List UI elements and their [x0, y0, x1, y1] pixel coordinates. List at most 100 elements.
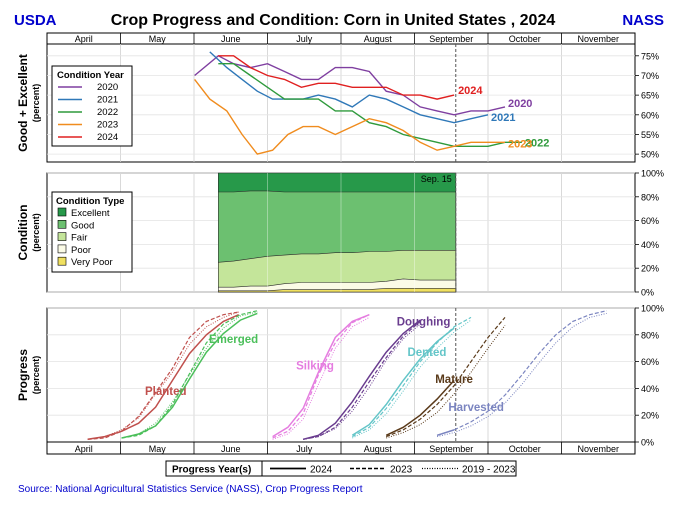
harvested-avg-line: [436, 312, 607, 438]
month-label-september: September: [429, 444, 473, 454]
planted-2024-line: [87, 314, 240, 441]
month-label-april: April: [75, 34, 93, 44]
legend-label-2021: 2021: [97, 95, 118, 106]
progress-panel: 0% 20% 40% 60% 80% 100% Progress (percent) Plant…: [16, 304, 664, 448]
y-tick-label: 60%: [641, 110, 659, 120]
legend-box: [51, 65, 133, 147]
y-axis-subtitle: (percent): [31, 84, 41, 123]
month-header-top: April May June July August September October No…: [46, 32, 636, 45]
harvested-2023-line: [436, 310, 607, 436]
y-tick-label: 20%: [641, 411, 659, 421]
legend-label-poor: Poor: [71, 245, 91, 256]
month-label-november: November: [577, 444, 619, 454]
legend-label-2020: 2020: [97, 82, 118, 93]
legend-swatch-fair: [57, 232, 67, 241]
month-label-july: July: [296, 444, 313, 454]
legend-label-good: Good: [71, 220, 94, 231]
y-tick-label: 80%: [641, 192, 659, 202]
y-tick-label: 50%: [641, 150, 659, 160]
dented-2024-line: [351, 327, 455, 436]
planted-stage-label: Planted: [145, 386, 187, 398]
y-axis-title: Good + Excellent: [16, 54, 30, 152]
silking-stage-label: Silking: [296, 361, 334, 373]
silking-2023-line: [272, 314, 370, 439]
month-label-may: May: [149, 444, 167, 454]
legend-box: [165, 460, 517, 477]
y-tick-label: 0%: [641, 438, 654, 448]
series-line-2022: [218, 63, 522, 148]
month-label-june: June: [221, 34, 241, 44]
legend-label-2024: 2024: [97, 132, 118, 143]
month-label-june: June: [221, 444, 241, 454]
y-tick-label: 60%: [641, 216, 659, 226]
series-end-label-2022: 2022: [525, 137, 549, 149]
mature-2023-line: [385, 317, 506, 438]
harvested-stage-label: Harvested: [448, 402, 504, 414]
legend-label-fair: Fair: [71, 233, 87, 244]
legend-swatch-very-poor: [57, 256, 67, 266]
silking-avg-line: [272, 316, 370, 440]
y-tick-label: 70%: [641, 71, 659, 81]
y-tick-label: 80%: [641, 330, 659, 340]
source-note: Source: National Agricultural Statistics…: [18, 484, 363, 495]
legend-swatch-excellent: [57, 207, 67, 217]
good-excellent-panel: 50% 55% 60% 65% 70% 75% Good + Excellent (perce…: [16, 43, 659, 163]
month-label-october: October: [509, 444, 541, 454]
page-title: Crop Progress and Condition: Corn in Uni…: [111, 12, 556, 29]
series-end-label-2024: 2024: [458, 85, 483, 97]
series-end-label-2020: 2020: [508, 98, 532, 110]
y-axis-subtitle: (percent): [31, 213, 41, 252]
legend-label-very-poor: Very Poor: [71, 257, 113, 268]
legend-label-0: 2024: [310, 465, 333, 476]
y-tick-label: 40%: [641, 240, 659, 250]
series-end-label-2023: 2023: [508, 138, 532, 150]
month-header-bottom: April May June July August September October No…: [46, 441, 636, 455]
legend-label-1: 2023: [390, 465, 413, 476]
y-tick-label: 100%: [641, 169, 664, 179]
y-axis-subtitle: (percent): [31, 356, 41, 395]
week-annotation: Sep. 15: [421, 174, 452, 184]
progress-year-legend: Progress Year(s) 2024 2023 2019 - 2023: [165, 460, 517, 477]
y-tick-label: 0%: [641, 288, 654, 298]
silking-2024-line: [272, 314, 370, 438]
y-tick-label: 55%: [641, 130, 659, 140]
y-tick-label: 60%: [641, 357, 659, 367]
legend-swatch-poor: [57, 244, 67, 254]
series-line-2023: [194, 78, 505, 155]
month-label-november: November: [577, 34, 619, 44]
legend-label-2023: 2023: [97, 120, 118, 131]
month-label-april: April: [75, 444, 93, 454]
harvested-2024-line: [436, 429, 455, 437]
month-label-july: July: [296, 34, 313, 44]
mature-2024-line: [385, 379, 455, 436]
emerged-2024-line: [121, 312, 258, 439]
y-tick-label: 65%: [641, 91, 659, 101]
y-axis-title: Condition: [16, 205, 30, 261]
doughing-avg-line: [303, 323, 421, 440]
month-label-october: October: [509, 34, 541, 44]
series-end-label-2021: 2021: [491, 112, 515, 124]
legend-title: Condition Year: [57, 70, 124, 81]
y-tick-label: 40%: [641, 384, 659, 394]
month-label-september: September: [429, 34, 473, 44]
y-axis-title: Progress: [16, 349, 30, 401]
doughing-2024-line: [302, 319, 421, 441]
emerged-2023-line: [121, 310, 258, 439]
month-label-august: August: [364, 444, 393, 454]
nass-label: NASS: [622, 12, 664, 29]
series-line-2021: [209, 51, 489, 124]
legend-swatch-good: [57, 220, 67, 229]
legend-label-2022: 2022: [97, 107, 118, 118]
mature-avg-line: [386, 325, 506, 439]
y-tick-label: 75%: [641, 51, 659, 61]
series-line-2024: [218, 55, 455, 100]
legend-title: Condition Type: [56, 196, 124, 207]
month-label-august: August: [364, 34, 393, 44]
emerged-stage-label: Emerged: [209, 334, 258, 346]
mature-stage-label: Mature: [435, 374, 473, 386]
doughing-2023-line: [302, 320, 421, 440]
condition-panel: 0% 20% 40% 60% 80% 100% Condition (percent) Sep.…: [16, 169, 664, 298]
doughing-stage-label: Doughing: [397, 316, 451, 328]
